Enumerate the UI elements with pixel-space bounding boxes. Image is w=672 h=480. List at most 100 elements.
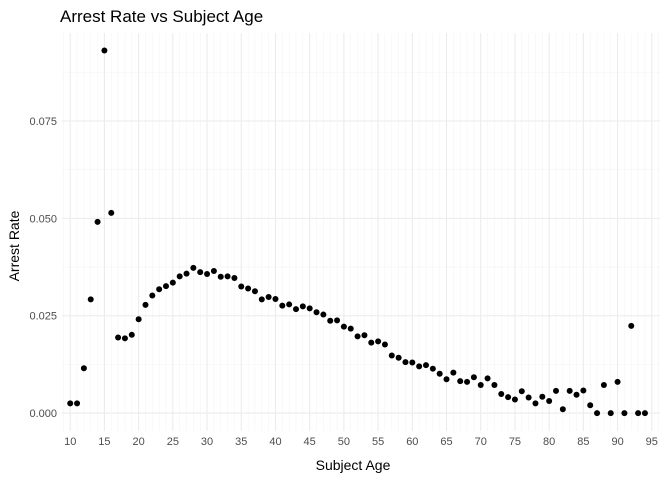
data-point — [477, 382, 484, 389]
x-tick-label: 60 — [406, 436, 418, 448]
gridlines — [62, 33, 660, 431]
data-point — [204, 271, 211, 278]
data-point — [163, 283, 169, 290]
data-point — [306, 305, 313, 312]
data-point — [436, 370, 443, 377]
data-point — [231, 274, 238, 281]
x-tick-label: 70 — [475, 436, 487, 448]
data-point — [600, 382, 607, 389]
data-point — [169, 279, 176, 286]
data-point — [74, 400, 81, 407]
x-tick-label: 15 — [98, 436, 110, 448]
data-point — [87, 296, 94, 303]
x-tick-label: 55 — [372, 436, 384, 448]
data-point — [279, 302, 286, 309]
data-point — [573, 391, 580, 398]
x-tick-label: 85 — [577, 436, 589, 448]
data-point — [320, 311, 327, 318]
data-point — [245, 285, 252, 292]
x-tick-label: 30 — [201, 436, 213, 448]
data-point — [368, 339, 375, 346]
chart-title: Arrest Rate vs Subject Age — [60, 7, 263, 26]
x-tick-label: 80 — [543, 436, 555, 448]
data-point — [457, 378, 464, 385]
data-point — [388, 352, 395, 359]
data-point — [67, 400, 74, 407]
data-point — [641, 410, 648, 417]
x-tick-label: 95 — [646, 436, 658, 448]
data-point — [251, 288, 258, 295]
data-point — [484, 375, 491, 382]
data-point — [142, 301, 149, 308]
data-point — [395, 354, 402, 361]
data-point — [607, 410, 614, 417]
x-tick-label: 20 — [133, 436, 145, 448]
data-point — [429, 365, 436, 372]
data-point — [108, 209, 115, 216]
data-point — [217, 273, 224, 280]
data-point — [546, 398, 553, 405]
y-tick-label: 0.075 — [29, 116, 57, 128]
data-point — [491, 382, 498, 389]
data-point — [505, 394, 512, 401]
data-point — [327, 317, 334, 324]
data-point — [566, 387, 573, 394]
data-point — [313, 309, 320, 316]
data-point — [553, 387, 559, 394]
data-point — [210, 267, 217, 274]
y-axis-ticks: 0.000 0.025 0.050 0.075 — [29, 116, 57, 420]
data-point — [340, 323, 347, 330]
data-point — [375, 338, 382, 345]
data-point — [224, 273, 231, 280]
data-point — [354, 333, 361, 340]
data-point — [539, 393, 546, 400]
data-point — [238, 283, 245, 290]
x-axis-ticks: 10 15 20 25 30 35 40 45 50 55 60 65 70 75 80 85 90 95 — [64, 436, 658, 448]
data-point — [183, 270, 190, 277]
data-point — [334, 317, 341, 324]
x-tick-label: 25 — [167, 436, 179, 448]
data-point — [423, 362, 429, 369]
data-point — [258, 296, 265, 303]
x-tick-label: 90 — [611, 436, 623, 448]
data-point — [525, 394, 532, 401]
data-point — [628, 322, 635, 329]
data-point — [587, 402, 594, 409]
data-point — [190, 264, 197, 271]
x-tick-label: 50 — [338, 436, 350, 448]
data-point — [559, 406, 566, 413]
y-axis-title: Arrest Rate — [6, 210, 22, 281]
x-axis-title: Subject Age — [316, 457, 391, 473]
data-point — [135, 316, 142, 323]
data-point — [80, 365, 87, 372]
data-point — [532, 400, 539, 407]
data-point — [443, 376, 450, 383]
data-point — [361, 332, 368, 339]
x-tick-label: 10 — [64, 436, 76, 448]
data-point — [265, 294, 272, 301]
data-point — [293, 306, 299, 313]
data-points — [67, 47, 648, 417]
data-point — [381, 341, 388, 348]
data-point — [128, 331, 135, 338]
data-point — [594, 410, 601, 417]
data-point — [498, 391, 505, 398]
x-tick-label: 35 — [235, 436, 247, 448]
data-point — [409, 359, 416, 366]
data-point — [272, 295, 279, 302]
data-point — [299, 303, 306, 310]
data-point — [121, 335, 128, 342]
data-point — [621, 410, 628, 417]
data-point — [176, 273, 183, 280]
x-tick-label: 40 — [269, 436, 281, 448]
data-point — [94, 218, 101, 225]
data-point — [416, 363, 423, 370]
y-tick-label: 0.050 — [29, 213, 57, 225]
data-point — [511, 396, 518, 403]
x-tick-label: 65 — [440, 436, 452, 448]
data-point — [286, 301, 293, 308]
data-point — [101, 47, 108, 54]
